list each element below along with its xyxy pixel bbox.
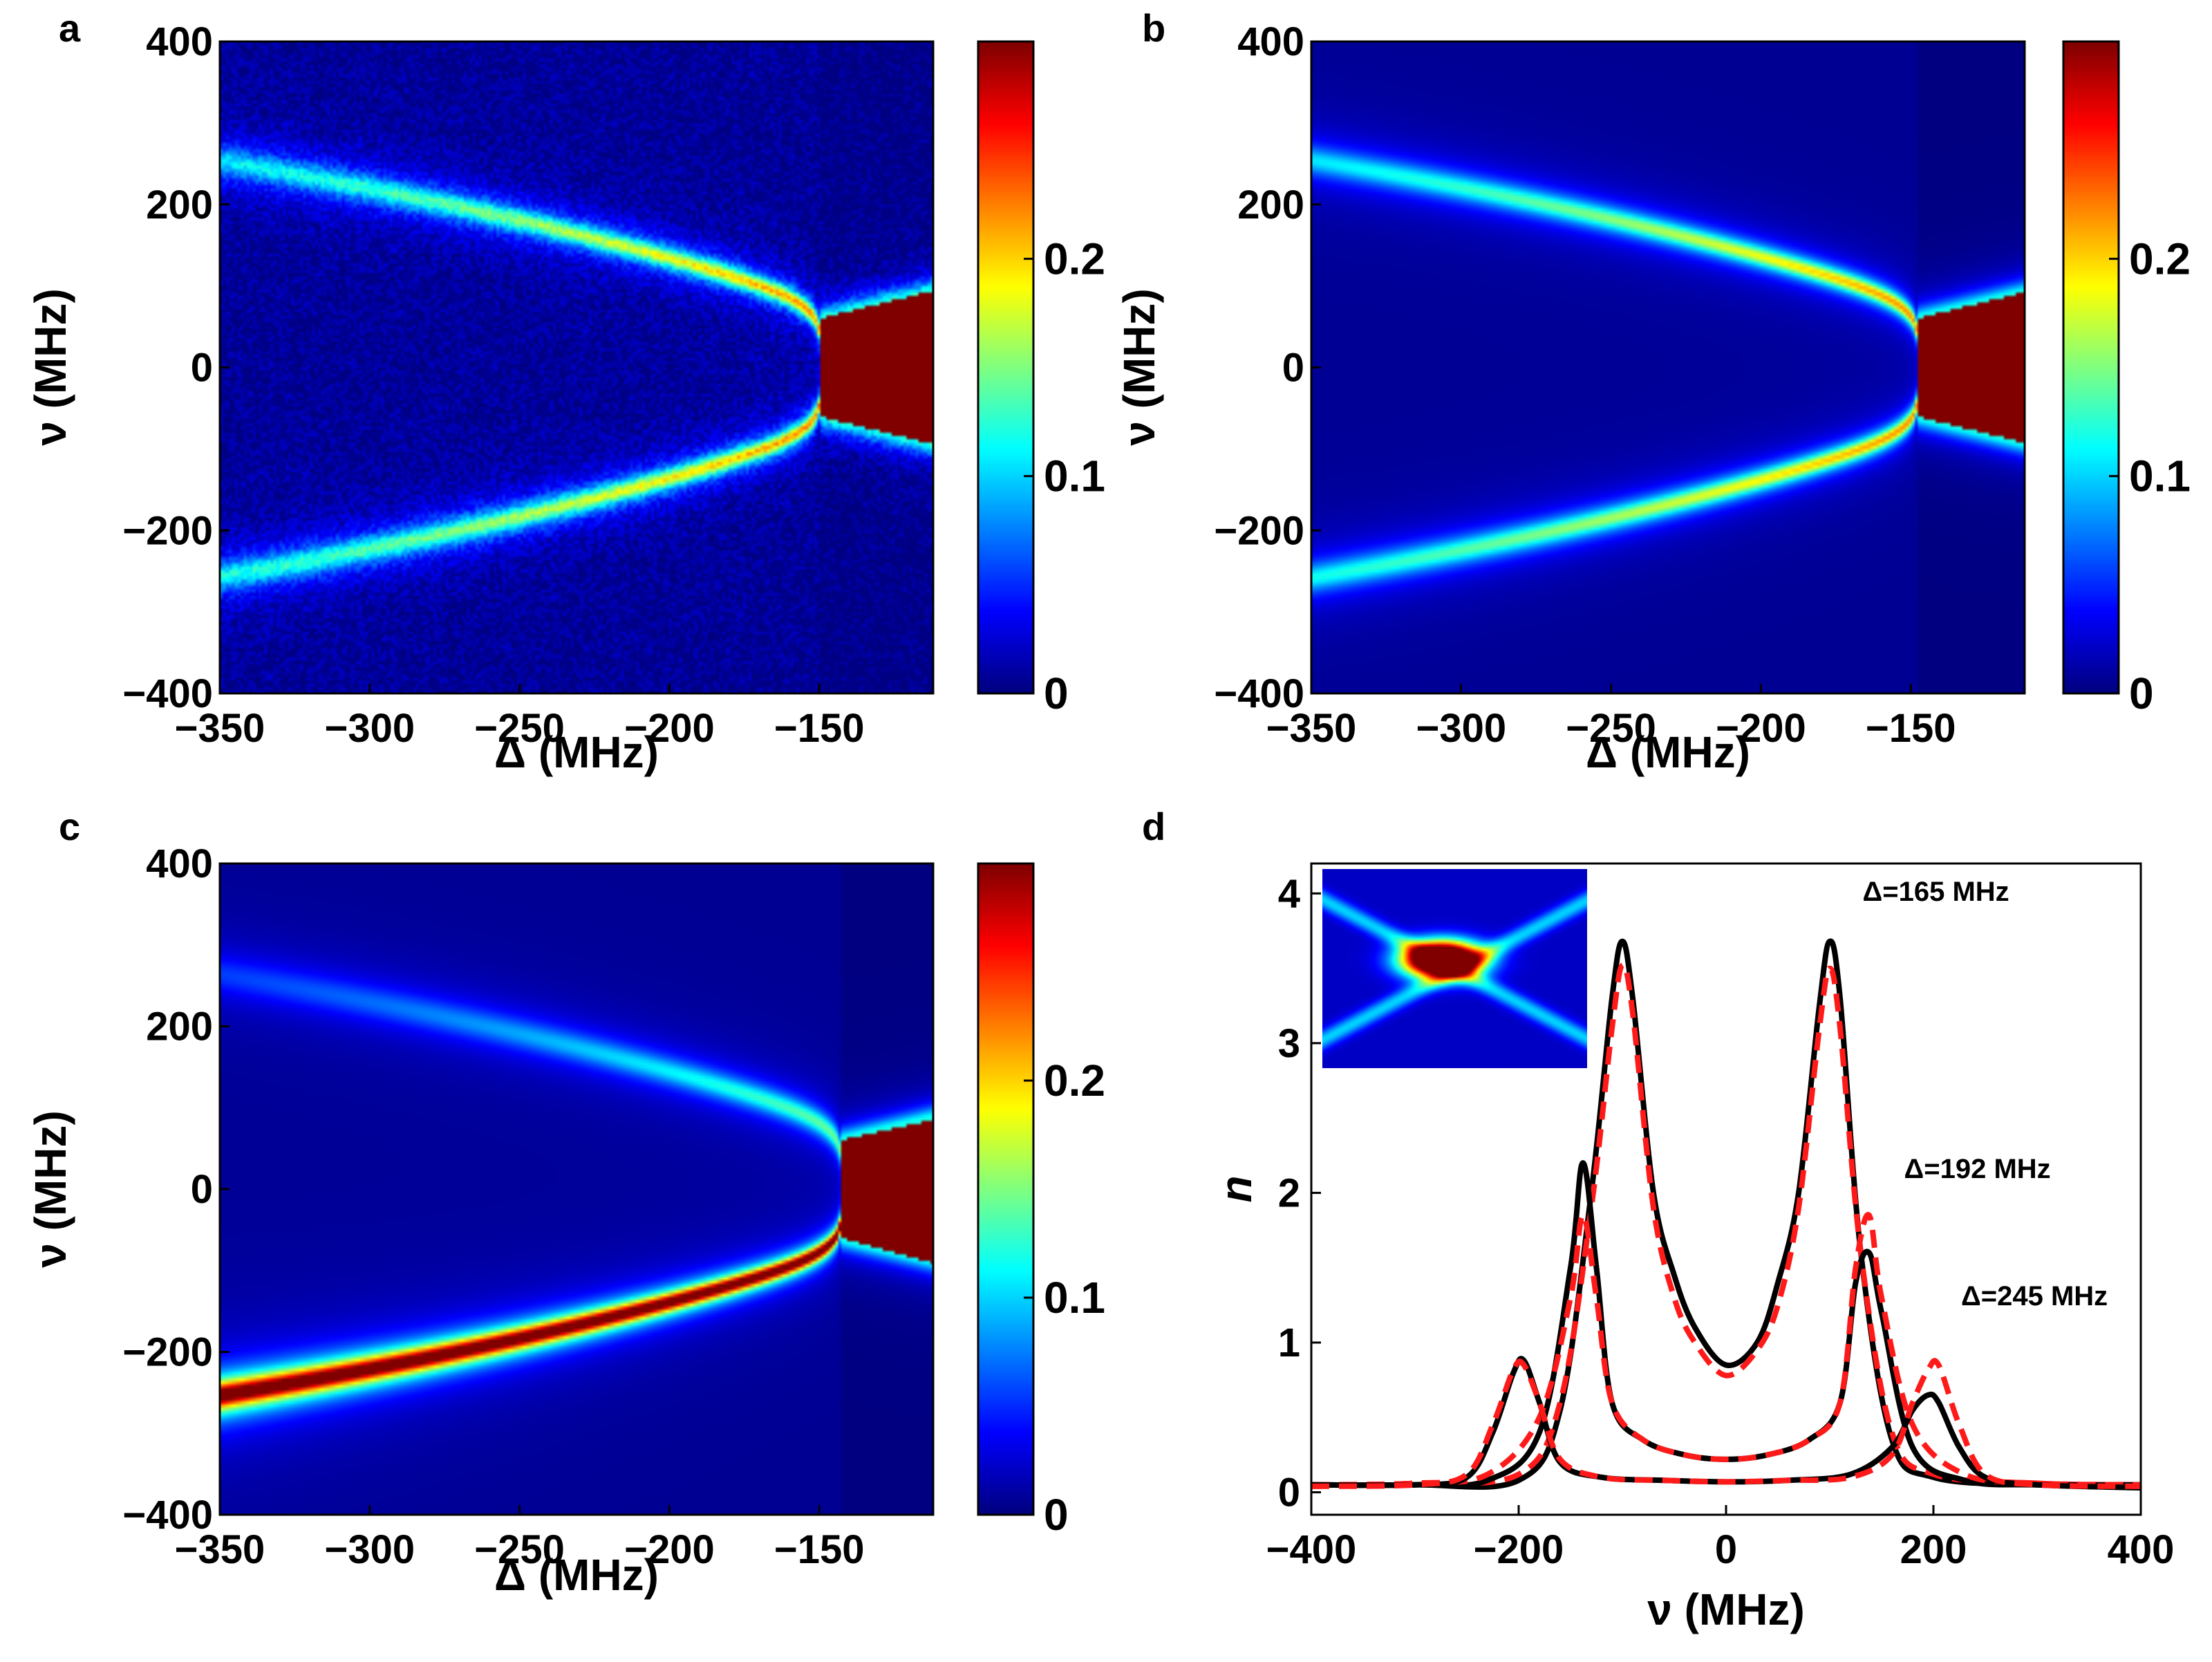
x-tick-label-b-1: −300 — [1416, 706, 1506, 751]
y-axis-label-d: n — [1211, 1175, 1261, 1202]
series-line-d-2 — [1311, 1160, 2141, 1488]
x-tick-label-d-2: 0 — [1715, 1527, 1737, 1572]
y-tick-label-d-0: 0 — [1278, 1470, 1300, 1515]
panel-letter-a: a — [59, 6, 81, 50]
colorbar-b-image — [2063, 41, 2119, 693]
colorbar-ticks-c: 0 0.1 0.2 — [1024, 1056, 1105, 1540]
colorbar-frame-a — [977, 40, 1035, 695]
x-tick-label-c-0: −350 — [175, 1527, 265, 1572]
inset-frame — [1321, 868, 1588, 1070]
x-tick-label-b-3: −200 — [1716, 706, 1806, 751]
y-tick-label-d-1: 1 — [1278, 1320, 1300, 1365]
series-line-d-4 — [1311, 1356, 2141, 1491]
y-tick-label-b-0: −400 — [1214, 671, 1304, 716]
x-tick-label-a-1: −300 — [324, 706, 415, 751]
panel-letter-b: b — [1142, 6, 1165, 50]
annotations-d: Δ=165 MHz Δ=192 MHz Δ=245 MHz — [1863, 877, 2108, 1311]
y-tick-label-c-4: 400 — [146, 841, 213, 886]
y-axis-label-a: ν (MHz) — [26, 288, 75, 446]
y-axis-label-c: ν (MHz) — [26, 1110, 75, 1268]
colorbar-tick-label-b-1: 0.1 — [2129, 451, 2191, 501]
y-tick-label-c-1: −200 — [122, 1330, 213, 1375]
x-tick-label-b-2: −250 — [1566, 706, 1656, 751]
x-tick-label-b-4: −150 — [1866, 706, 1956, 751]
x-ticks-a: −350 −300 −250 −200 −150 — [175, 684, 865, 751]
y-tick-label-b-3: 200 — [1237, 183, 1304, 227]
y-ticks-a: −400 −200 0 200 400 — [122, 19, 229, 716]
y-ticks-c: −400 −200 0 200 400 — [122, 841, 229, 1538]
x-axis-label-d: ν (MHz) — [1647, 1585, 1805, 1634]
y-axis-label-b: ν (MHz) — [1114, 288, 1164, 446]
y-tick-label-b-4: 400 — [1237, 19, 1304, 64]
colorbar-tick-label-b-0: 0 — [2129, 669, 2154, 718]
colorbar-frame-c — [977, 862, 1035, 1516]
y-tick-label-b-1: −200 — [1214, 508, 1304, 553]
series-line-d-5 — [1311, 1358, 2141, 1489]
heatmap-c-image — [220, 863, 933, 1515]
x-tick-label-d-4: 400 — [2108, 1527, 2175, 1572]
colorbar-c-image — [978, 863, 1033, 1515]
colorbar-frame-b — [2062, 40, 2120, 695]
x-tick-label-c-3: −200 — [624, 1527, 715, 1572]
x-tick-label-d-3: 200 — [1900, 1527, 1967, 1572]
annotation-d-0: Δ=165 MHz — [1863, 877, 2009, 907]
panel-letter-d: d — [1142, 805, 1165, 848]
y-tick-label-d-4: 4 — [1278, 871, 1300, 916]
colorbar-ticks-a: 0 0.1 0.2 — [1024, 234, 1105, 718]
x-ticks-c: −350 −300 −250 −200 −150 — [175, 1505, 865, 1572]
y-tick-label-d-3: 3 — [1278, 1021, 1300, 1066]
x-tick-label-a-2: −250 — [474, 706, 565, 751]
y-tick-label-c-3: 200 — [146, 1005, 213, 1049]
y-ticks-b: −400 −200 0 200 400 — [1214, 19, 1321, 716]
x-axis-label-b: Δ (MHz) — [1586, 727, 1750, 777]
y-tick-label-c-2: 0 — [191, 1167, 213, 1212]
inset-heatmap-image — [1322, 868, 1588, 1069]
y-tick-label-c-0: −400 — [122, 1493, 213, 1538]
x-ticks-d: −400 −200 0 200 400 — [1266, 1505, 2175, 1572]
colorbar-tick-label-c-2: 0.2 — [1044, 1056, 1105, 1105]
x-tick-label-c-4: −150 — [774, 1527, 865, 1572]
x-tick-label-b-0: −350 — [1266, 706, 1357, 751]
y-ticks-d: 0 1 2 3 4 — [1278, 871, 1321, 1515]
panel-d: −400 −200 0 200 400 0 1 2 3 4 ν (MHz) n Δ=165 MH… — [1211, 862, 2175, 1634]
panel-letter-c: c — [59, 805, 80, 848]
y-tick-label-a-1: −200 — [122, 508, 213, 553]
y-tick-label-a-0: −400 — [122, 671, 213, 716]
series-line-d-3 — [1311, 1212, 2141, 1488]
series-line-d-1 — [1311, 962, 2141, 1488]
x-tick-label-c-1: −300 — [324, 1527, 415, 1572]
x-tick-label-d-1: −200 — [1474, 1527, 1564, 1572]
annotation-d-2: Δ=245 MHz — [1961, 1281, 2108, 1311]
x-axis-label-c: Δ (MHz) — [494, 1550, 659, 1600]
panel-a: −350 −300 −250 −200 −150 −400 −200 0 200 400 Δ (… — [26, 19, 1105, 777]
colorbar-tick-label-c-0: 0 — [1044, 1490, 1069, 1540]
y-tick-label-a-2: 0 — [191, 346, 213, 391]
heatmap-b-image — [1311, 41, 2025, 693]
line-series-d — [1311, 938, 2141, 1491]
x-axis-label-a: Δ (MHz) — [494, 727, 659, 777]
colorbar-ticks-b: 0 0.1 0.2 — [2109, 234, 2191, 718]
colorbar-tick-label-a-1: 0.1 — [1044, 451, 1105, 501]
colorbar-a-image — [978, 41, 1033, 693]
x-tick-label-c-2: −250 — [474, 1527, 565, 1572]
x-tick-label-a-3: −200 — [624, 706, 715, 751]
colorbar-tick-label-a-2: 0.2 — [1044, 234, 1105, 283]
colorbar-tick-label-a-0: 0 — [1044, 669, 1069, 718]
colorbar-tick-label-c-1: 0.1 — [1044, 1273, 1105, 1323]
annotation-d-1: Δ=192 MHz — [1904, 1154, 2051, 1184]
colorbar-tick-label-b-2: 0.2 — [2129, 234, 2191, 283]
heatmap-a-image — [220, 41, 933, 693]
y-tick-label-d-2: 2 — [1278, 1170, 1300, 1215]
x-tick-label-d-0: −400 — [1266, 1527, 1357, 1572]
y-tick-label-a-4: 400 — [146, 19, 213, 64]
y-tick-label-a-3: 200 — [146, 183, 213, 227]
panel-b: −350 −300 −250 −200 −150 −400 −200 0 200 400 Δ (… — [1114, 19, 2191, 777]
y-tick-label-b-2: 0 — [1282, 346, 1304, 391]
panel-c: −350 −300 −250 −200 −150 −400 −200 0 200 400 Δ (… — [26, 841, 1105, 1600]
x-tick-label-a-0: −350 — [175, 706, 265, 751]
x-ticks-b: −350 −300 −250 −200 −150 — [1266, 684, 1956, 751]
x-tick-label-a-4: −150 — [774, 706, 865, 751]
